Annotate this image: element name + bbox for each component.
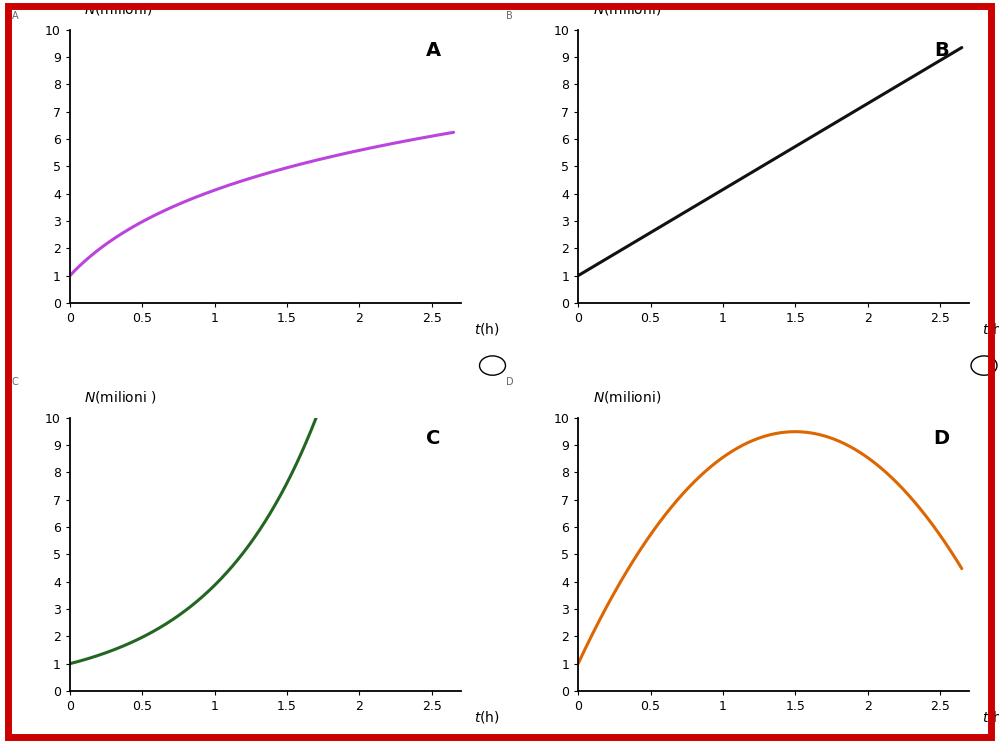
- Text: $\it{N}$(milioni): $\it{N}$(milioni): [84, 1, 153, 17]
- Text: B: B: [506, 11, 513, 21]
- Text: B: B: [934, 41, 949, 59]
- Text: C: C: [12, 377, 19, 387]
- Text: $\it{t}$(h): $\it{t}$(h): [982, 709, 999, 724]
- Text: $\it{t}$(h): $\it{t}$(h): [474, 321, 500, 337]
- Text: $\it{N}$(milioni): $\it{N}$(milioni): [592, 1, 660, 17]
- Text: $\it{t}$(h): $\it{t}$(h): [982, 321, 999, 337]
- Text: $\it{N}$(milioni ): $\it{N}$(milioni ): [84, 389, 157, 406]
- Text: $\it{t}$(h): $\it{t}$(h): [474, 709, 500, 724]
- Text: A: A: [426, 41, 441, 59]
- Text: C: C: [427, 429, 441, 448]
- Text: $\it{N}$(milioni): $\it{N}$(milioni): [592, 389, 660, 406]
- Text: D: D: [506, 377, 514, 387]
- Text: A: A: [12, 11, 19, 21]
- Text: D: D: [934, 429, 950, 448]
